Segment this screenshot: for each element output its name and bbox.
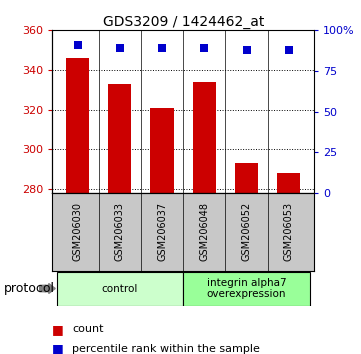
Text: GSM206053: GSM206053	[284, 202, 294, 262]
Bar	[108, 84, 131, 193]
Bar	[277, 173, 300, 193]
Bar	[193, 82, 216, 193]
Point	[286, 47, 292, 52]
Title: GDS3209 / 1424462_at: GDS3209 / 1424462_at	[103, 15, 264, 29]
Text: protocol: protocol	[4, 282, 55, 295]
Point	[244, 47, 249, 52]
Point	[201, 45, 207, 51]
Text: integrin alpha7
overexpression: integrin alpha7 overexpression	[207, 278, 286, 299]
Point	[117, 45, 123, 51]
Bar	[66, 58, 89, 193]
Bar	[151, 108, 174, 193]
Text: GSM206030: GSM206030	[73, 202, 83, 261]
Text: control: control	[102, 284, 138, 293]
Point	[159, 45, 165, 51]
Text: percentile rank within the sample: percentile rank within the sample	[72, 344, 260, 354]
Text: GSM206048: GSM206048	[199, 202, 209, 261]
Text: count: count	[72, 324, 104, 334]
FancyBboxPatch shape	[183, 272, 310, 306]
Text: ■: ■	[52, 342, 64, 354]
FancyBboxPatch shape	[57, 272, 183, 306]
Point	[75, 42, 81, 47]
Text: GSM206052: GSM206052	[242, 202, 252, 262]
Text: GSM206037: GSM206037	[157, 202, 167, 262]
Bar	[235, 163, 258, 193]
Text: ■: ■	[52, 323, 64, 336]
Text: GSM206033: GSM206033	[115, 202, 125, 261]
